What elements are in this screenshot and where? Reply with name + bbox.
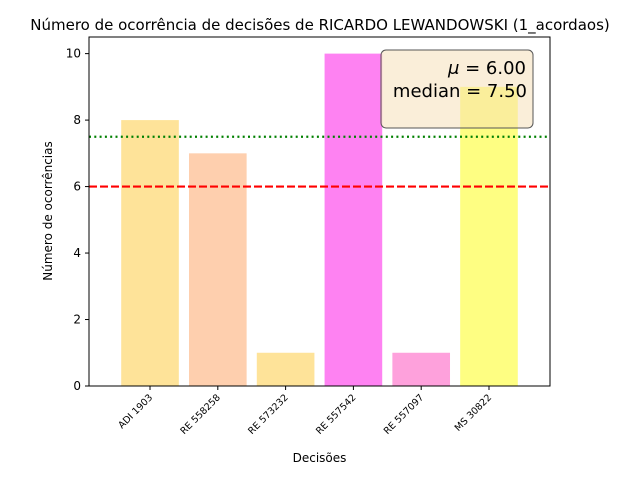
- y-tick-label: 6: [73, 180, 81, 194]
- y-tick-label: 0: [73, 379, 81, 393]
- annotation-box: [380, 49, 534, 129]
- y-tick-label: 10: [66, 47, 81, 61]
- y-tick-label: 8: [73, 113, 81, 127]
- chart-title: Número de ocorrência de decisões de RICA…: [30, 16, 610, 35]
- bar-adi-1903: [121, 120, 179, 386]
- plot-frame: [88, 36, 551, 387]
- median-value: 7.50: [487, 81, 527, 102]
- median-prefix: median: [393, 81, 460, 102]
- annotation-median-line: median = 7.50: [393, 81, 527, 102]
- y-axis-label: Número de ocorrências: [41, 141, 55, 281]
- x-tick-label: ADI 1903: [116, 392, 155, 431]
- bar-re-573232: [256, 352, 315, 386]
- mean-symbol: μ: [447, 58, 459, 79]
- x-tick-label: RE 557097: [382, 392, 426, 436]
- bars-layer: [121, 53, 518, 386]
- x-axis: ADI 1903 RE 558258 RE 573232 RE 557542 RE 55…: [116, 386, 494, 437]
- bar-re-558258: [188, 153, 247, 386]
- mean-value: 6.00: [486, 58, 526, 79]
- bar-re-557542: [324, 53, 383, 386]
- bar-re-557097: [392, 352, 451, 386]
- median-operator: =: [460, 81, 487, 102]
- x-axis-label: Decisões: [293, 451, 347, 465]
- mean-operator: =: [459, 58, 486, 79]
- x-tick-label: RE 558258: [178, 392, 222, 436]
- x-tick-label: RE 557542: [314, 392, 358, 436]
- stats-annotation: μ = 6.00 median = 7.50: [380, 49, 534, 129]
- y-axis: 0 2 4 6 8 10: [66, 47, 89, 393]
- annotation-mean-line: μ = 6.00: [447, 58, 526, 79]
- y-tick-label: 2: [73, 313, 81, 327]
- y-tick-label: 4: [73, 246, 81, 260]
- x-tick-label: RE 573232: [246, 392, 290, 436]
- x-tick-label: MS 30822: [453, 392, 494, 433]
- bar-ms-30822: [460, 86, 518, 386]
